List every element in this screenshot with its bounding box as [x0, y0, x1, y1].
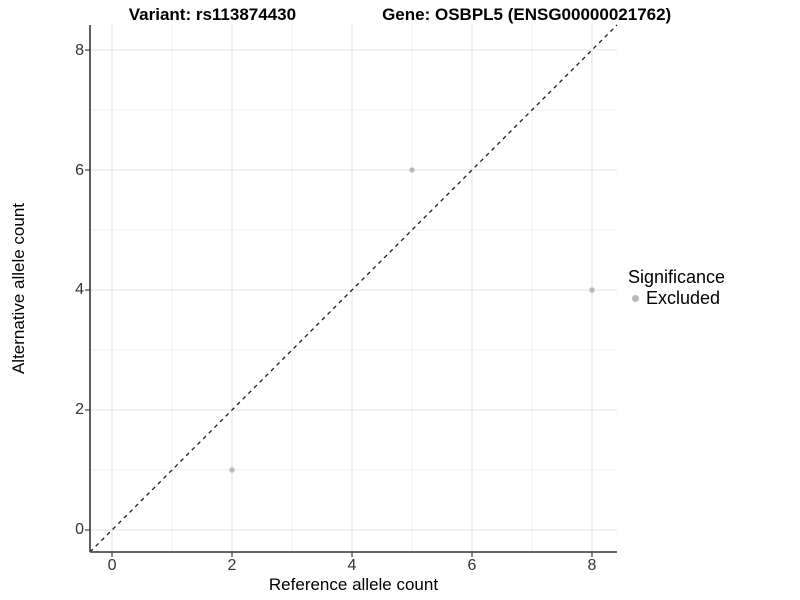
x-axis-title: Reference allele count	[268, 575, 439, 594]
plot-panel	[85, 24, 618, 557]
y-tick-label: 2	[75, 401, 84, 419]
excluded-marker-icon	[632, 295, 639, 302]
plot-title-variant: Variant: rs113874430	[128, 5, 297, 24]
x-tick-label: 4	[347, 557, 357, 574]
y-tick-label: 8	[75, 41, 84, 59]
data-point	[409, 167, 415, 173]
x-tick-label: 8	[587, 557, 597, 574]
legend-item-label: Excluded	[646, 288, 721, 308]
y-tick-label: 6	[75, 161, 84, 179]
legend: Significance Excluded	[628, 266, 725, 309]
identity-reference-line	[89, 24, 618, 553]
legend-item-excluded: Excluded	[628, 288, 725, 309]
y-tick-label: 0	[75, 521, 84, 539]
data-point	[229, 467, 235, 473]
x-tick-label: 6	[467, 557, 477, 574]
plot-title: Variant: rs113874430 Gene: OSBPL5 (ENSG0…	[0, 5, 800, 25]
legend-title: Significance	[628, 267, 726, 287]
y-axis-title: Alternative allele count	[9, 202, 28, 375]
plot-title-gene: Gene: OSBPL5 (ENSG00000021762)	[382, 5, 672, 24]
data-point	[589, 287, 595, 293]
x-tick-label: 0	[107, 557, 117, 574]
y-tick-label: 4	[75, 281, 84, 299]
x-tick-label: 2	[227, 557, 237, 574]
